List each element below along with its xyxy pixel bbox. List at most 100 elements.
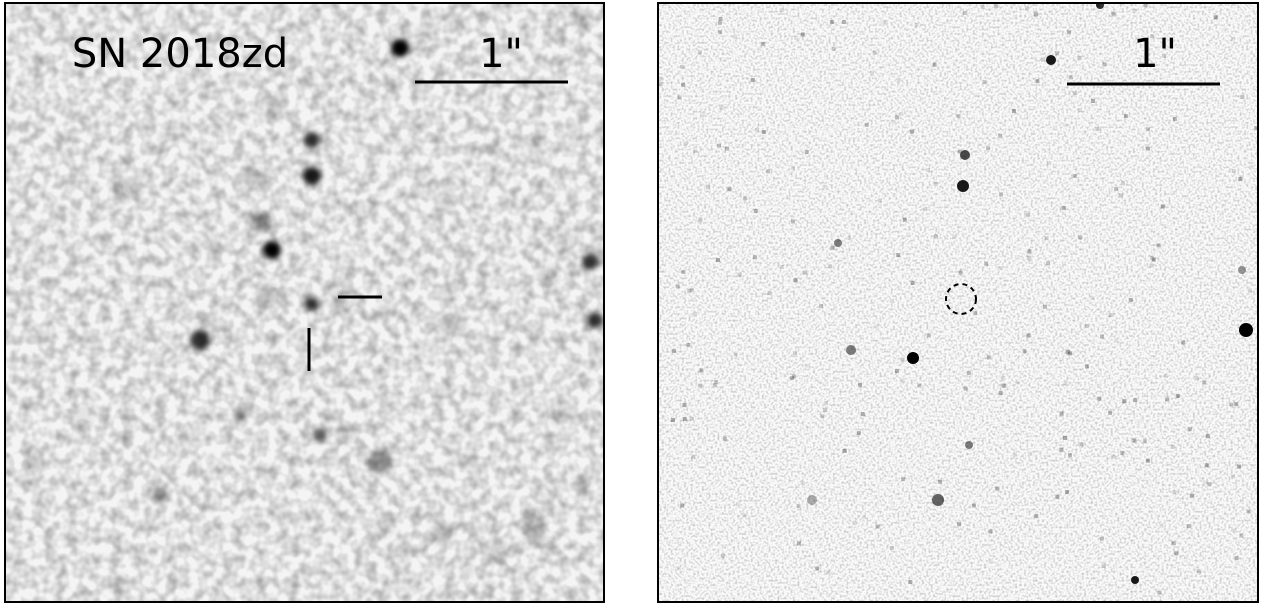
source [537,266,559,289]
source [1063,123,1068,128]
source [1240,94,1245,99]
source [592,125,604,144]
source [1059,447,1064,452]
source [683,141,688,146]
source [820,414,825,419]
source [1234,402,1239,407]
source [1132,438,1137,443]
source [896,78,901,83]
source [1015,380,1020,385]
source [361,563,373,576]
source [658,81,663,86]
source [925,168,930,173]
source [715,258,720,263]
source [792,351,797,356]
source [1239,533,1244,538]
source [1108,410,1113,415]
source [195,312,214,331]
source [1189,493,1194,498]
source [1047,161,1052,166]
source [1002,383,1007,388]
source [1091,98,1096,103]
source [303,167,321,185]
source [790,166,795,171]
source [733,34,738,39]
source [542,28,557,43]
source [349,206,364,220]
source [487,140,502,155]
progenitor-circle [945,283,977,315]
source [1162,53,1167,58]
source [807,495,817,505]
source [1044,236,1049,241]
source [677,95,682,100]
source [933,234,938,239]
source [875,524,880,529]
source [682,403,687,408]
source [372,514,396,537]
source [675,284,680,289]
source [527,235,540,248]
source [1055,51,1060,56]
source [998,391,1003,396]
source [823,407,828,412]
source [831,46,836,51]
source [1046,55,1056,65]
source [718,30,723,35]
source [986,355,991,360]
source [395,255,405,265]
source [46,241,57,252]
source [826,570,831,575]
source [1046,261,1051,266]
source [672,348,677,353]
source [680,503,685,508]
source [742,513,747,518]
source [1063,381,1068,386]
source [693,149,698,154]
source [993,4,998,9]
source [790,219,795,224]
source [681,270,686,275]
source [1102,62,1107,67]
source [681,82,686,87]
source [435,315,449,329]
source [391,39,409,57]
source [1111,11,1116,16]
source [882,20,887,25]
source [120,429,133,443]
source [26,454,46,474]
source [720,553,725,558]
source [120,401,133,414]
source [1238,177,1243,182]
source [998,266,1003,271]
source [957,149,962,154]
source [689,416,694,421]
source [1061,205,1066,210]
source [1101,563,1106,568]
source [689,288,694,293]
source [754,128,759,133]
source [548,406,568,425]
source [860,412,865,417]
source [1033,12,1038,17]
source [1120,451,1125,456]
source [112,177,136,202]
source [901,477,906,482]
source [753,208,758,213]
source [522,507,546,531]
source [382,551,391,560]
source [1254,126,1258,131]
source [1035,79,1040,84]
source [459,561,475,578]
source [822,184,827,189]
source [263,93,282,112]
source [1165,397,1170,402]
source [998,133,1003,138]
source [972,503,977,508]
source [900,379,905,384]
source [483,581,494,592]
source [1000,375,1005,380]
source [1205,434,1210,439]
source [476,523,486,534]
source [680,64,685,69]
